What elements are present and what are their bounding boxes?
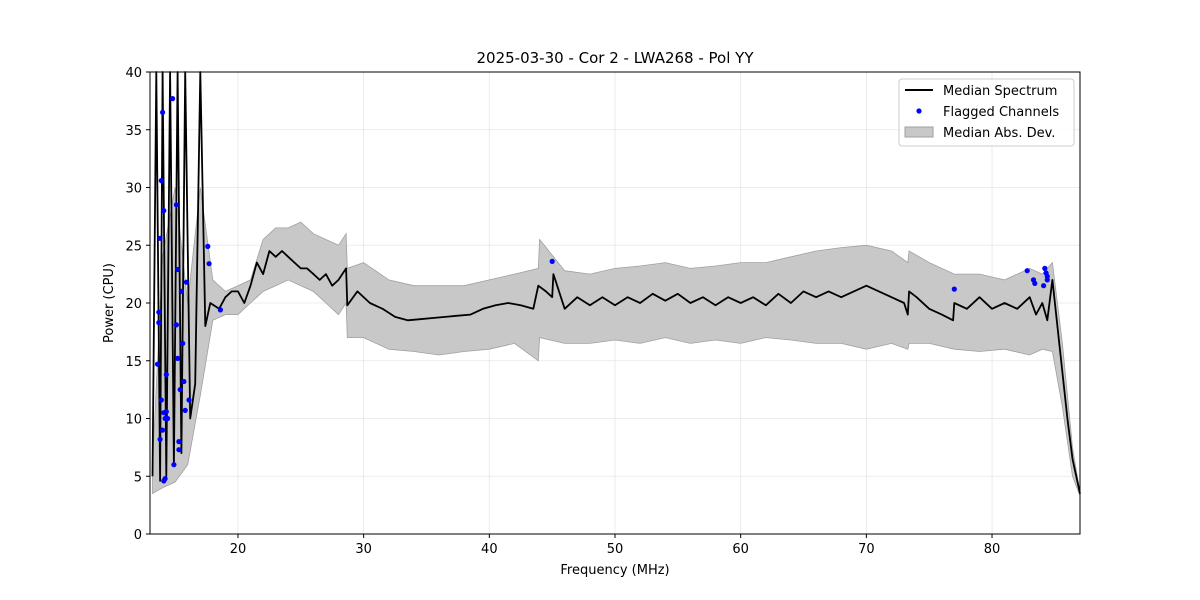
flagged-channel-point [163,372,169,378]
flagged-channel-point [165,415,171,422]
y-tick-label: 40 [125,66,142,81]
flagged-channel-point [158,178,164,184]
flagged-channel-point [951,286,957,292]
mad-band [152,187,1081,497]
flagged-channel-point [180,340,186,346]
flagged-channel-point [178,288,184,294]
y-tick-label: 25 [125,239,142,254]
mad-band-layer [152,187,1081,497]
flagged-channel-point [549,258,555,264]
x-axis-label: Frequency (MHz) [560,563,669,578]
y-tick-label: 15 [125,355,142,370]
flagged-channel-point [175,266,181,273]
flagged-channel-point [217,307,223,313]
x-tick-label: 20 [230,542,247,557]
flagged-channel-point [176,439,182,445]
flagged-channel-point [171,462,177,468]
flagged-channel-point [1044,277,1050,283]
flagged-channel-point [206,261,212,267]
flagged-channel-point [182,407,188,413]
flagged-channel-point [177,387,183,393]
flagged-channel-point [160,109,166,115]
legend-mad-swatch [904,126,934,138]
y-tick-label: 35 [125,124,142,139]
median-line-layer [151,71,1081,494]
legend: Median Spectrum Flagged Channels Median … [898,78,1075,147]
flagged-channel-point [205,243,211,249]
y-tick-label: 0 [134,528,142,543]
flagged-channel-point [163,409,169,415]
flagged-channel-point [161,208,167,214]
legend-flagged-swatch [916,108,922,114]
x-tick-label: 40 [481,542,498,557]
x-tick-label: 30 [355,542,372,557]
y-tick-label: 10 [125,413,142,428]
flagged-channel-point [175,355,181,361]
y-tick-label: 20 [125,297,142,312]
legend-mad-label: Median Abs. Dev. [943,126,1055,141]
flagged-channel-point [156,320,162,326]
x-tick-label: 50 [607,542,624,557]
legend-flagged-label: Flagged Channels [943,105,1059,120]
y-tick-label: 30 [125,182,142,197]
legend-box [898,78,1075,147]
axis-ticks: 20 30 40 50 60 70 80 0 5 10 15 20 25 30 35 40 [125,66,1000,557]
x-tick-label: 80 [984,542,1001,557]
flagged-channel-point [176,447,182,453]
flagged-channel-point [173,202,179,208]
flagged-channel-point [183,279,189,285]
flagged-points-layer [154,96,1050,484]
flagged-channel-point [181,378,187,385]
x-tick-label: 70 [858,542,875,557]
legend-median-label: Median Spectrum [943,84,1057,99]
flagged-channel-point [186,397,192,403]
flagged-channel-point [1042,265,1048,271]
median-spectrum-line [151,71,1081,494]
flagged-channel-point [157,235,163,241]
y-tick-label: 5 [134,470,142,485]
chart-title: 2025-03-30 - Cor 2 - LWA268 - Pol YY [477,49,755,67]
flagged-channel-point [162,476,168,482]
flagged-channel-point [173,322,179,328]
flagged-channel-point [154,361,161,367]
x-tick-label: 60 [732,542,749,557]
flagged-channel-point [1041,283,1047,289]
flagged-channel-point [160,427,166,433]
flagged-channel-point [170,96,176,102]
flagged-channel-point [1024,268,1030,274]
flagged-channel-point [156,309,162,315]
flagged-channel-point [158,397,164,403]
flagged-channel-point [1032,280,1038,286]
y-axis-label: Power (CPU) [102,263,117,343]
flagged-channel-point [157,436,163,442]
